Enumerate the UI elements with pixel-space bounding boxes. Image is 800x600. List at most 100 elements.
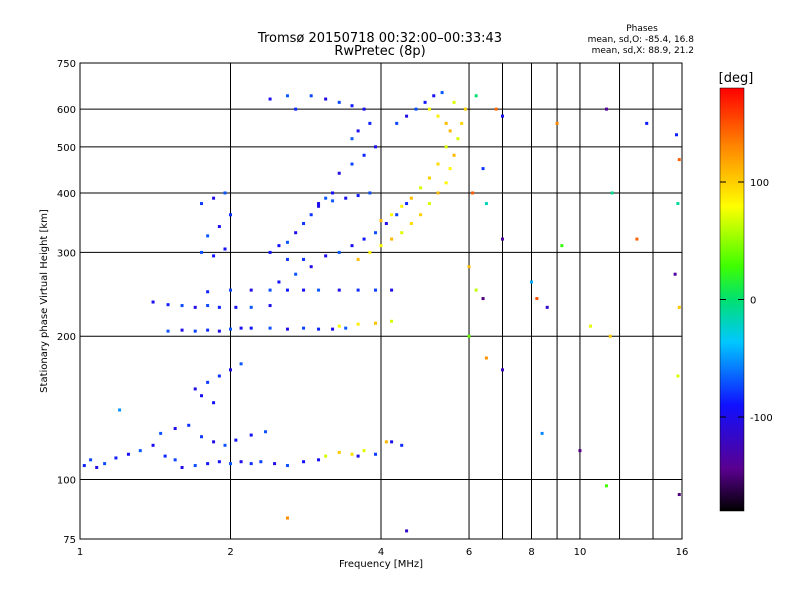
data-point bbox=[166, 303, 170, 307]
data-point bbox=[317, 458, 321, 462]
data-point bbox=[337, 324, 341, 328]
data-point bbox=[229, 213, 232, 217]
data-point bbox=[268, 326, 272, 330]
data-point bbox=[356, 194, 360, 198]
data-point bbox=[166, 329, 170, 333]
data-point bbox=[217, 460, 221, 464]
data-point bbox=[362, 153, 366, 157]
x-tick-label: 2 bbox=[227, 547, 233, 558]
data-point bbox=[545, 305, 549, 309]
data-point bbox=[239, 326, 243, 330]
data-point bbox=[555, 121, 559, 125]
data-point bbox=[676, 202, 680, 206]
data-point bbox=[350, 244, 354, 248]
data-point bbox=[212, 196, 216, 200]
x-axis-label: Frequency [MHz] bbox=[339, 559, 423, 570]
data-point bbox=[400, 231, 404, 235]
data-point bbox=[212, 401, 216, 405]
data-point bbox=[223, 191, 227, 195]
chart-subtitle: RwPretec (8p) bbox=[334, 44, 425, 59]
data-point bbox=[350, 104, 354, 108]
data-point bbox=[589, 324, 593, 328]
data-point bbox=[285, 240, 289, 244]
data-point bbox=[409, 196, 413, 200]
data-point bbox=[285, 257, 289, 261]
data-point bbox=[317, 288, 321, 292]
data-point bbox=[356, 288, 360, 292]
data-point bbox=[460, 121, 464, 125]
data-point bbox=[414, 107, 418, 111]
data-point bbox=[452, 100, 456, 104]
data-point bbox=[676, 374, 680, 378]
data-point bbox=[384, 440, 388, 444]
x-axis: 1 2 4 6 8 10 16 bbox=[77, 547, 689, 558]
data-point bbox=[501, 368, 505, 372]
data-point bbox=[249, 462, 253, 466]
data-point bbox=[217, 305, 221, 309]
data-point bbox=[259, 460, 263, 464]
data-point bbox=[285, 288, 289, 292]
data-point bbox=[481, 297, 485, 301]
data-point bbox=[356, 257, 360, 261]
data-point bbox=[374, 321, 378, 325]
data-point bbox=[302, 257, 306, 261]
data-point bbox=[324, 97, 328, 101]
grid-lines bbox=[80, 62, 683, 540]
data-point bbox=[249, 305, 253, 309]
data-point bbox=[337, 250, 341, 254]
data-point bbox=[285, 464, 289, 468]
data-point bbox=[390, 319, 394, 323]
data-point bbox=[285, 516, 289, 520]
data-point bbox=[405, 202, 409, 206]
data-point bbox=[400, 204, 404, 208]
y-axis: 75 100 200 300 400 500 600 750 bbox=[57, 59, 76, 546]
data-point bbox=[535, 297, 539, 301]
x-tick-label: 10 bbox=[574, 547, 587, 558]
data-point bbox=[481, 167, 485, 171]
data-point bbox=[317, 202, 321, 206]
data-point bbox=[540, 431, 544, 435]
data-point bbox=[317, 327, 321, 331]
data-point bbox=[324, 454, 328, 458]
data-point bbox=[560, 244, 564, 248]
data-point bbox=[302, 326, 306, 330]
data-point bbox=[395, 121, 399, 125]
data-point bbox=[159, 431, 163, 435]
data-point bbox=[273, 462, 277, 466]
y-tick-label: 200 bbox=[57, 332, 76, 343]
y-tick-label: 600 bbox=[57, 105, 76, 116]
data-point bbox=[206, 328, 210, 332]
plot-frame bbox=[79, 62, 683, 540]
data-point bbox=[390, 237, 394, 241]
data-point bbox=[268, 97, 272, 101]
data-point bbox=[390, 440, 394, 444]
data-point bbox=[448, 167, 452, 171]
colorbar-tick-label: -100 bbox=[750, 413, 773, 424]
data-point bbox=[436, 114, 440, 118]
data-point bbox=[530, 280, 533, 284]
data-point bbox=[374, 452, 378, 456]
data-point bbox=[350, 162, 354, 166]
data-point bbox=[302, 460, 306, 464]
data-point bbox=[405, 529, 409, 533]
data-points bbox=[82, 91, 681, 533]
data-point bbox=[368, 121, 372, 125]
data-point bbox=[180, 328, 184, 332]
data-point bbox=[302, 222, 306, 226]
data-point bbox=[223, 443, 227, 447]
data-point bbox=[309, 94, 313, 98]
data-point bbox=[677, 493, 681, 497]
data-point bbox=[350, 452, 354, 456]
data-point bbox=[331, 327, 335, 331]
data-point bbox=[239, 362, 243, 366]
data-point bbox=[309, 213, 313, 217]
data-point bbox=[677, 158, 681, 162]
data-point bbox=[173, 458, 177, 462]
data-point bbox=[200, 435, 204, 439]
phase-stats-x: mean, sd,X: 88.9, 21.2 bbox=[592, 46, 694, 56]
data-point bbox=[89, 458, 93, 462]
y-tick-label: 300 bbox=[57, 248, 76, 259]
data-point bbox=[268, 250, 272, 254]
data-point bbox=[675, 133, 679, 137]
data-point bbox=[379, 244, 383, 248]
